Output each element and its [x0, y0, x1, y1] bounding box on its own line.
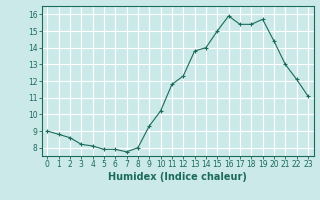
- X-axis label: Humidex (Indice chaleur): Humidex (Indice chaleur): [108, 172, 247, 182]
